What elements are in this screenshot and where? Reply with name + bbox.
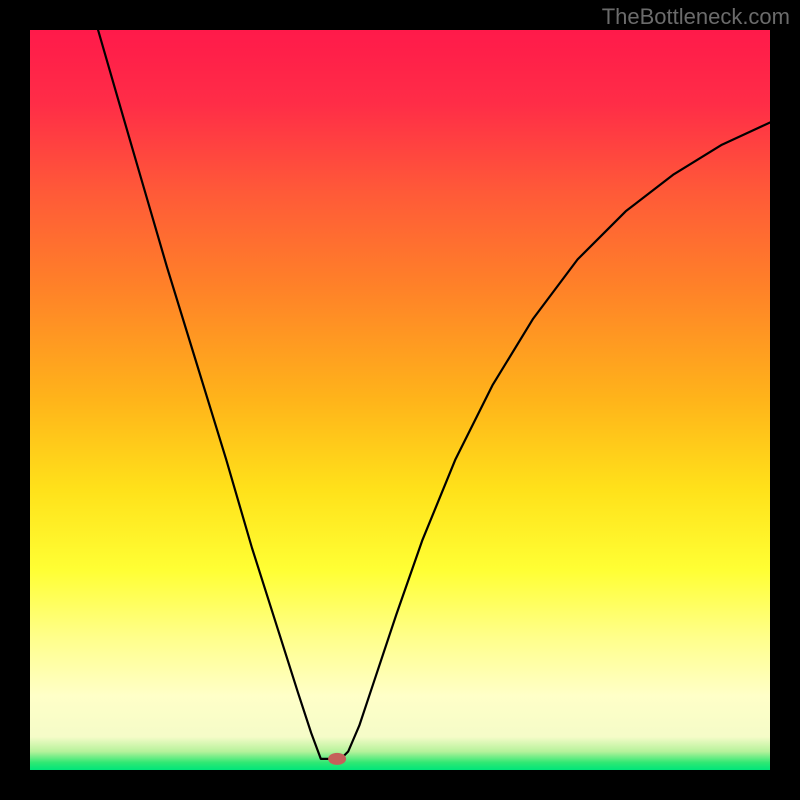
chart-svg bbox=[0, 0, 800, 800]
chart-container: TheBottleneck.com bbox=[0, 0, 800, 800]
watermark-text: TheBottleneck.com bbox=[602, 4, 790, 30]
plot-area bbox=[30, 30, 770, 770]
optimal-point-marker bbox=[328, 753, 346, 765]
